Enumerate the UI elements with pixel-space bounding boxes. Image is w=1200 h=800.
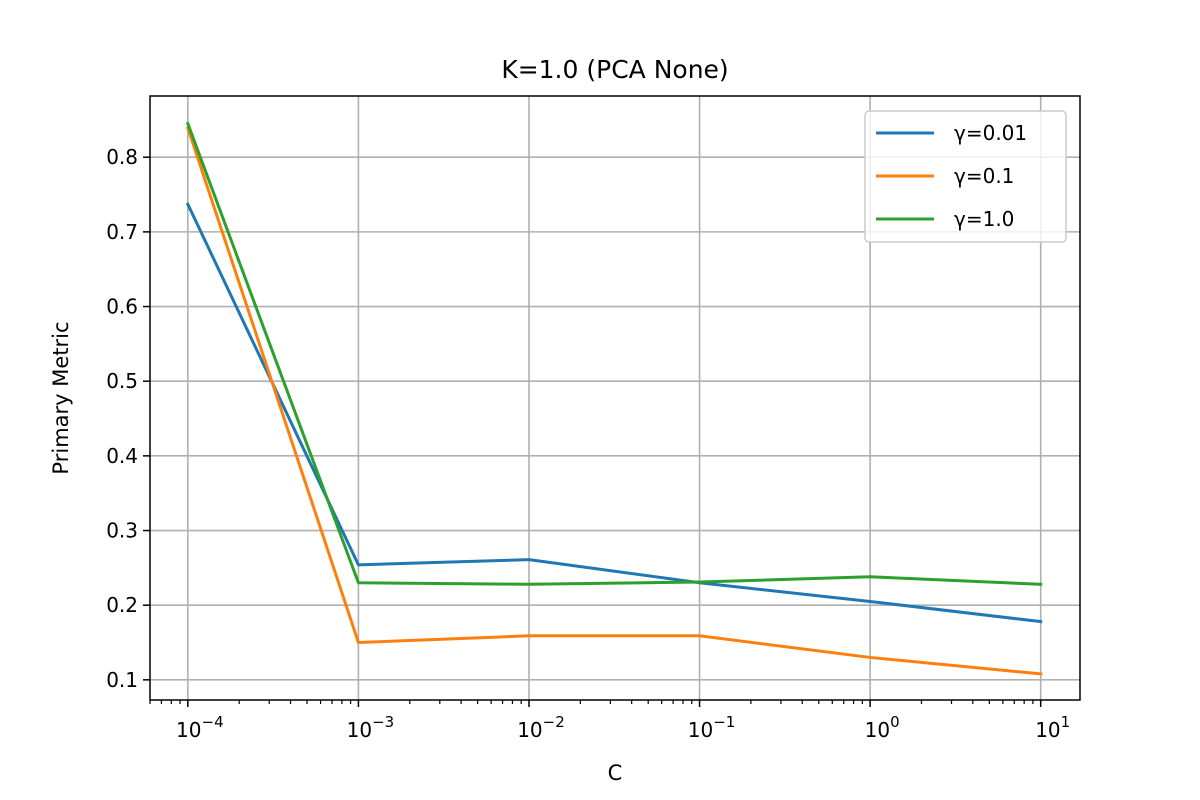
x-tick-label: 10−2 (517, 713, 565, 742)
series-line (185, 126, 1043, 676)
legend-box (864, 110, 1067, 243)
x-axis-label: C (608, 761, 623, 785)
series-lines (185, 121, 1043, 676)
x-tick-label: 10−3 (347, 713, 395, 742)
legend: γ=0.01 γ=0.1 γ=1.0 (864, 110, 1067, 243)
y-tick-label: 0.2 (106, 593, 138, 617)
y-tick-label: 0.4 (106, 444, 138, 468)
y-tick-label: 0.8 (106, 145, 138, 169)
grid-lines (150, 96, 1080, 700)
y-tick-label: 0.6 (106, 295, 138, 319)
y-axis-label: Primary Metric (49, 321, 73, 474)
y-tick-label: 0.5 (106, 369, 138, 393)
plot-frame (149, 95, 1081, 701)
legend-label: γ=0.01 (954, 121, 1027, 145)
legend-label: γ=1.0 (954, 207, 1014, 231)
y-tick-label: 0.1 (106, 668, 138, 692)
x-tick-label: 10−4 (176, 713, 224, 742)
x-tick-label: 100 (865, 713, 900, 742)
legend-label: γ=0.1 (954, 164, 1014, 188)
chart-title: K=1.0 (PCA None) (501, 55, 728, 84)
series-line (185, 121, 1043, 586)
y-tick-label: 0.7 (106, 220, 138, 244)
x-tick-label: 10−1 (688, 713, 736, 742)
x-tick-label: 101 (1035, 713, 1070, 742)
y-tick-label: 0.3 (106, 519, 138, 543)
x-axis-ticks: 10−4 10−3 10−2 10−1 100 101 (149, 700, 1070, 742)
y-axis-ticks: 0.1 0.2 0.3 0.4 0.5 0.6 0.7 0.8 (106, 145, 150, 692)
